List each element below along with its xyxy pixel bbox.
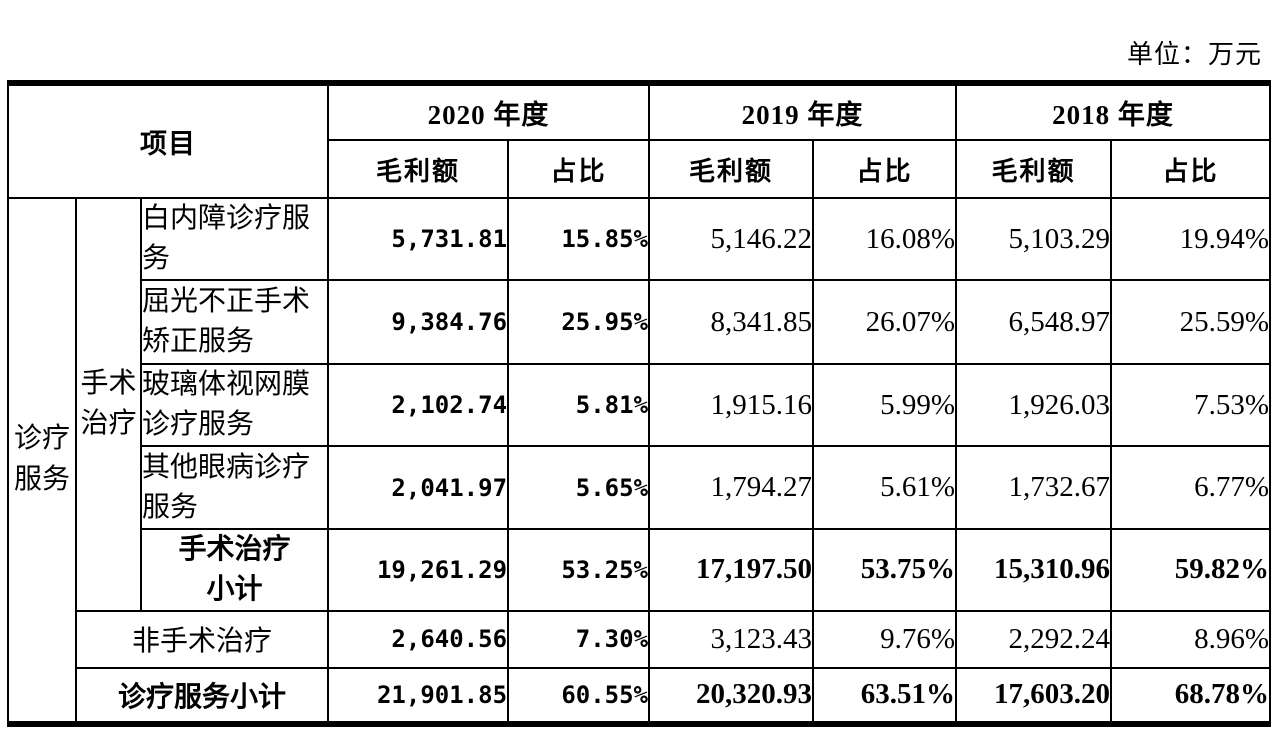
gross-2019: 1,915.16 — [648, 363, 815, 447]
gross-2020: 9,384.76 — [327, 279, 510, 365]
share-2020: 53.25% — [507, 528, 651, 612]
share-2018: 8.96% — [1110, 609, 1272, 669]
row-label: 非手术治疗 — [74, 609, 330, 669]
table-row-nonsurgical: 非手术治疗 2,640.56 7.30% 3,123.43 9.76% 2,29… — [8, 609, 1272, 669]
share-2020: 15.85% — [507, 197, 651, 281]
header-year-2018: 2018 年度 — [955, 82, 1272, 141]
header-gross-2019: 毛利额 — [648, 139, 815, 199]
gross-2020: 21,901.85 — [327, 666, 510, 725]
header-year-2020: 2020 年度 — [327, 82, 651, 141]
gross-2019: 8,341.85 — [648, 279, 815, 365]
gross-profit-table: 项目 2020 年度 2019 年度 2018 年度 毛利额 占比 毛利额 占比… — [6, 80, 1272, 727]
share-2020: 5.81% — [507, 363, 651, 447]
header-share-2020: 占比 — [507, 139, 651, 199]
row-label: 诊疗服务小计 — [74, 666, 330, 725]
share-2018: 68.78% — [1110, 666, 1272, 725]
share-2019: 53.75% — [812, 528, 958, 612]
table-row: 诊疗 服务 手术 治疗 白内障诊疗服务 5,731.81 15.85% 5,14… — [7, 197, 1272, 725]
share-2019: 26.07% — [812, 279, 958, 365]
gross-2019: 20,320.93 — [648, 666, 815, 725]
share-2018: 59.82% — [1110, 528, 1272, 612]
gross-2020: 2,102.74 — [327, 363, 510, 447]
gross-2018: 2,292.24 — [955, 609, 1113, 669]
share-2018: 19.94% — [1110, 197, 1272, 281]
table-row-subtotal-surgical: 手术治疗 小计 19,261.29 53.25% 17,197.50 53.75… — [8, 528, 1272, 612]
header-share-2019: 占比 — [812, 139, 958, 199]
share-2020: 7.30% — [507, 609, 651, 669]
gross-2019: 17,197.50 — [648, 528, 815, 612]
gross-2018: 6,548.97 — [955, 279, 1113, 365]
gross-2019: 1,794.27 — [648, 445, 815, 530]
share-2019: 63.51% — [812, 666, 958, 725]
category-diagnosis-services: 诊疗 服务 — [7, 197, 77, 725]
row-label: 其他眼病诊疗服务 — [139, 445, 330, 530]
gross-2018: 1,926.03 — [955, 363, 1113, 447]
share-2018: 6.77% — [1110, 445, 1272, 530]
share-2020: 25.95% — [507, 279, 651, 365]
share-2018: 7.53% — [1110, 363, 1272, 447]
gross-2020: 5,731.81 — [327, 197, 510, 281]
share-2019: 9.76% — [812, 609, 958, 669]
gross-2019: 5,146.22 — [648, 197, 815, 281]
gross-2020: 2,041.97 — [327, 445, 510, 530]
row-label: 屈光不正手术矫正服务 — [139, 279, 330, 365]
table-row: 其他眼病诊疗服务 2,041.97 5.65% 1,794.27 5.61% 1… — [8, 445, 1272, 530]
gross-2018: 15,310.96 — [955, 528, 1113, 612]
gross-2018: 17,603.20 — [955, 666, 1113, 725]
category-surgical-treatment: 手术 治疗 — [75, 197, 142, 612]
share-2018: 25.59% — [1110, 279, 1272, 365]
share-2020: 5.65% — [507, 445, 651, 530]
table-row: 玻璃体视网膜诊疗服务 2,102.74 5.81% 1,915.16 5.99%… — [8, 363, 1272, 447]
gross-2018: 5,103.29 — [955, 197, 1113, 281]
header-item: 项目 — [6, 82, 330, 199]
header-gross-2020: 毛利额 — [327, 139, 510, 199]
table-row: 屈光不正手术矫正服务 9,384.76 25.95% 8,341.85 26.0… — [8, 279, 1272, 365]
gross-2020: 2,640.56 — [327, 609, 510, 669]
share-2020: 60.55% — [507, 666, 651, 725]
gross-2020: 19,261.29 — [327, 528, 510, 612]
gross-2019: 3,123.43 — [648, 609, 815, 669]
share-2019: 5.61% — [812, 445, 958, 530]
header-gross-2018: 毛利额 — [955, 139, 1113, 199]
gross-2018: 1,732.67 — [955, 445, 1113, 530]
unit-label: 单位：万元 — [1126, 40, 1262, 69]
table-row-subtotal-services: 诊疗服务小计 21,901.85 60.55% 20,320.93 63.51%… — [8, 666, 1272, 725]
header-share-2018: 占比 — [1110, 139, 1272, 199]
header-year-2019: 2019 年度 — [648, 82, 958, 141]
share-2019: 5.99% — [812, 363, 958, 447]
row-label: 手术治疗 小计 — [139, 528, 330, 612]
row-label: 玻璃体视网膜诊疗服务 — [139, 363, 330, 447]
share-2019: 16.08% — [812, 197, 958, 281]
row-label: 白内障诊疗服务 — [139, 197, 330, 281]
